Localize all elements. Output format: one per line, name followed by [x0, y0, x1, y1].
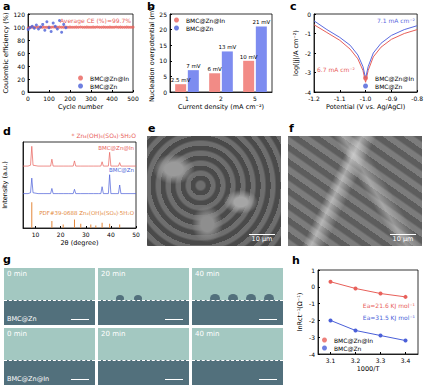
svg-text:-1: -1 — [309, 300, 315, 307]
svg-text:60: 60 — [17, 50, 25, 57]
svg-text:50: 50 — [132, 231, 140, 238]
svg-text:Cycle number: Cycle number — [58, 103, 104, 111]
svg-text:lnRct⁻¹(Ω⁻¹): lnRct⁻¹(Ω⁻¹) — [296, 293, 304, 332]
svg-text:2.5 mV: 2.5 mV — [171, 77, 191, 83]
svg-text:b: b — [147, 0, 155, 13]
svg-text:5: 5 — [163, 73, 167, 80]
html-text:40 min: 40 min — [195, 330, 220, 338]
svg-text:200: 200 — [64, 95, 76, 102]
svg-text:-1.1: -1.1 — [334, 95, 346, 102]
svg-text:BMC@Zn: BMC@Zn — [186, 25, 214, 33]
svg-text:-0.9: -0.9 — [386, 95, 398, 102]
html-text:e: e — [148, 122, 156, 135]
svg-text:-0.8: -0.8 — [411, 95, 423, 102]
svg-text:1: 1 — [311, 267, 315, 274]
svg-text:BMC@Zn: BMC@Zn — [90, 83, 118, 91]
svg-text:20: 20 — [17, 76, 25, 83]
svg-text:a: a — [3, 0, 10, 13]
svg-text:Ea=31.5 KJ mol⁻¹: Ea=31.5 KJ mol⁻¹ — [363, 314, 416, 322]
svg-text:7.1 mA cm⁻²: 7.1 mA cm⁻² — [377, 17, 416, 24]
svg-text:BMC@Zn@In: BMC@Zn@In — [334, 337, 373, 345]
svg-text:0: 0 — [311, 283, 315, 290]
svg-text:Current density (mA cm⁻²): Current density (mA cm⁻²) — [178, 103, 264, 111]
svg-text:100: 100 — [43, 95, 55, 102]
svg-text:-4: -4 — [309, 351, 315, 358]
svg-text:3.1: 3.1 — [326, 357, 336, 364]
svg-text:0: 0 — [163, 89, 167, 96]
html-text:BMC@Zn@In: BMC@Zn@In — [7, 374, 50, 383]
svg-text:300: 300 — [85, 95, 97, 102]
svg-text:3.3: 3.3 — [376, 357, 386, 364]
html-text:0 min: 0 min — [7, 330, 27, 338]
html-text:20 min: 20 min — [101, 330, 126, 338]
svg-text:BMC@Zn@In: BMC@Zn@In — [375, 75, 414, 83]
svg-text:25: 25 — [159, 11, 167, 18]
svg-text:2θ (degree): 2θ (degree) — [60, 239, 98, 247]
svg-text:Intensity (a.u.): Intensity (a.u.) — [1, 161, 9, 209]
html-text:BMC@Zn: BMC@Zn — [7, 314, 37, 323]
svg-text:21 mV: 21 mV — [252, 19, 270, 25]
svg-text:80: 80 — [17, 37, 25, 44]
svg-text:-1: -1 — [305, 30, 311, 37]
html-text:10 μm: 10 μm — [251, 234, 273, 243]
svg-text:1000/T: 1000/T — [357, 365, 380, 373]
svg-text:500: 500 — [127, 95, 139, 102]
svg-text:-1.0: -1.0 — [360, 95, 372, 102]
html-text:40 min: 40 min — [195, 270, 220, 278]
svg-text:2: 2 — [219, 95, 223, 102]
svg-text:3.2: 3.2 — [351, 357, 361, 364]
svg-text:Potential (V vs. Ag/AgCl): Potential (V vs. Ag/AgCl) — [326, 103, 405, 111]
svg-text:7 mV: 7 mV — [186, 63, 201, 69]
svg-text:c: c — [290, 0, 297, 13]
svg-text:0: 0 — [21, 89, 25, 96]
html-text:f: f — [289, 122, 294, 135]
svg-text:13 mV: 13 mV — [218, 44, 236, 50]
svg-text:BMC@Zn@In: BMC@Zn@In — [186, 17, 225, 25]
svg-text:* Zn₄(OH)₆(SO₄)·5H₂O: * Zn₄(OH)₆(SO₄)·5H₂O — [71, 132, 136, 139]
html-text:g: g — [3, 253, 11, 266]
svg-text:6.7 mA cm⁻²: 6.7 mA cm⁻² — [317, 66, 356, 73]
svg-text:Ea=21.6 KJ mol⁻¹: Ea=21.6 KJ mol⁻¹ — [363, 302, 416, 310]
svg-text:-3: -3 — [309, 334, 315, 341]
svg-text:-4: -4 — [305, 88, 311, 96]
svg-text:Nucleation overpotential (mV): Nucleation overpotential (mV) — [148, 4, 156, 102]
html-text:0 min: 0 min — [7, 270, 27, 278]
svg-text:40: 40 — [107, 231, 115, 238]
html-text:20 min: 20 min — [101, 270, 126, 278]
svg-text:-2: -2 — [305, 50, 311, 57]
svg-text:BMC@Zn: BMC@Zn — [109, 167, 135, 173]
svg-text:120: 120 — [14, 11, 26, 18]
svg-text:h: h — [292, 254, 300, 267]
svg-text:PDF#39-0688 Zn₄(OH)₆(SO₄)·5H₂O: PDF#39-0688 Zn₄(OH)₆(SO₄)·5H₂O — [39, 210, 134, 216]
svg-text:-3: -3 — [305, 69, 311, 76]
svg-text:20: 20 — [57, 231, 65, 238]
html-text:10 μm: 10 μm — [392, 234, 414, 243]
svg-text:10 mV: 10 mV — [240, 54, 258, 60]
svg-text:3.4: 3.4 — [401, 357, 411, 364]
svg-text:40: 40 — [17, 63, 25, 70]
svg-text:Average CE (%)=99.7%: Average CE (%)=99.7% — [60, 17, 131, 25]
svg-text:BMC@Zn: BMC@Zn — [375, 83, 403, 91]
svg-text:100: 100 — [14, 24, 26, 31]
svg-text:BMC@Zn: BMC@Zn — [334, 345, 362, 353]
svg-text:1: 1 — [185, 95, 189, 102]
svg-text:-2: -2 — [309, 317, 315, 324]
svg-text:BMC@Zn@In: BMC@Zn@In — [98, 145, 134, 151]
svg-text:15: 15 — [159, 42, 167, 49]
svg-text:0: 0 — [26, 95, 30, 102]
svg-text:BMC@Zn@In: BMC@Zn@In — [90, 75, 129, 83]
svg-text:log(|j|/A cm⁻²): log(|j|/A cm⁻²) — [292, 30, 300, 76]
svg-text:10: 10 — [32, 231, 40, 238]
svg-text:10: 10 — [159, 57, 167, 64]
svg-text:-1.2: -1.2 — [308, 95, 320, 102]
svg-text:6 mV: 6 mV — [207, 66, 222, 72]
svg-text:d: d — [3, 125, 11, 138]
svg-text:400: 400 — [106, 95, 118, 102]
svg-text:5: 5 — [253, 95, 257, 102]
svg-text:0: 0 — [307, 11, 311, 18]
svg-text:Coulombic efficiency (%): Coulombic efficiency (%) — [2, 13, 10, 94]
svg-text:30: 30 — [82, 231, 90, 238]
svg-text:20: 20 — [159, 26, 167, 33]
